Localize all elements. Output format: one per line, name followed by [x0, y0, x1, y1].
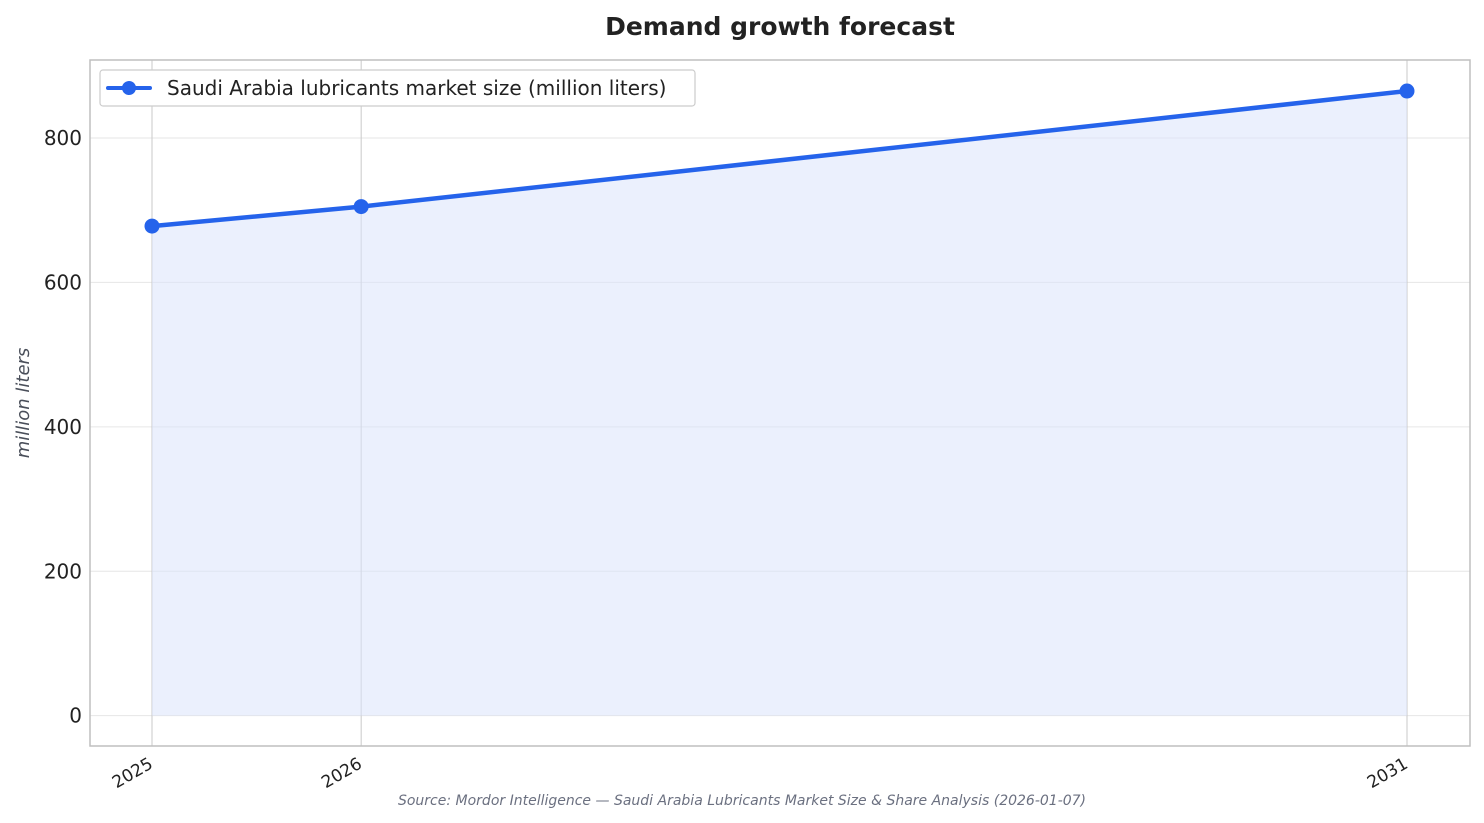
data-point — [144, 218, 160, 234]
data-point — [1399, 83, 1415, 99]
y-axis-ticks: 0 200 400 600 800 — [44, 126, 82, 728]
y-tick-label: 0 — [69, 704, 82, 728]
chart-title: Demand growth forecast — [605, 12, 955, 41]
y-axis-label: million liters — [13, 348, 34, 459]
source-note: Source: Mordor Intelligence — Saudi Arab… — [398, 793, 1086, 809]
series-area-fill — [152, 91, 1407, 716]
y-tick-label: 200 — [44, 559, 82, 583]
y-tick-label: 600 — [44, 270, 82, 294]
y-tick-label: 400 — [44, 415, 82, 439]
legend: Saudi Arabia lubricants market size (mil… — [99, 69, 696, 107]
data-points — [144, 83, 1415, 234]
area-fill-layer — [152, 91, 1407, 716]
legend-box — [99, 69, 696, 107]
legend-marker-swatch — [122, 81, 136, 95]
y-tick-label: 800 — [44, 126, 82, 150]
plot-frame — [89, 59, 1471, 747]
legend-series-label: Saudi Arabia lubricants market size (mil… — [167, 76, 666, 100]
data-point — [353, 199, 369, 215]
